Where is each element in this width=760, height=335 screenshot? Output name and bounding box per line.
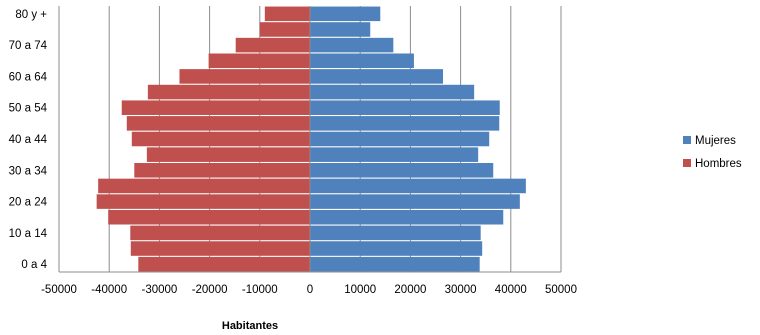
y-tick-label: 0 a 4 — [21, 259, 47, 271]
x-axis-title: Habitantes — [222, 320, 278, 332]
bar-hombres-15 — [259, 22, 310, 37]
legend-swatch-hombres — [683, 159, 691, 167]
bar-hombres-6 — [134, 163, 310, 178]
legend: Mujeres Hombres — [683, 135, 742, 170]
y-tick-label: 80 y + — [15, 9, 47, 21]
bar-mujeres-3 — [310, 209, 504, 225]
bar-mujeres-8 — [310, 131, 490, 147]
bar-hombres-12 — [179, 69, 310, 84]
bar-hombres-10 — [121, 100, 310, 115]
bar-hombres-11 — [147, 84, 310, 100]
bar-mujeres-15 — [310, 22, 371, 37]
legend-label-hombres: Hombres — [695, 158, 742, 170]
legend-swatch-mujeres — [683, 136, 691, 144]
x-tick-label: -40000 — [91, 284, 127, 296]
bar-hombres-0 — [138, 256, 310, 272]
bar-hombres-1 — [130, 241, 310, 256]
bar-mujeres-16 — [310, 6, 381, 22]
bar-mujeres-11 — [310, 84, 475, 100]
bar-mujeres-10 — [310, 100, 500, 115]
x-tick-label: -30000 — [141, 284, 177, 296]
x-tick-label: 20000 — [394, 284, 426, 296]
x-axis-labels: -50000 -40000 -30000 -20000 -10000 0 10000 2000… — [41, 284, 577, 296]
y-tick-label: 30 a 34 — [9, 165, 48, 177]
bar-mujeres-0 — [310, 256, 480, 272]
bar-mujeres-12 — [310, 69, 444, 84]
bar-hombres-8 — [131, 131, 310, 147]
y-tick-label: 60 a 64 — [9, 71, 48, 83]
bar-hombres-5 — [98, 178, 310, 194]
bar-mujeres-2 — [310, 225, 481, 241]
bar-hombres-9 — [126, 116, 311, 131]
x-tick-label: 10000 — [344, 284, 376, 296]
y-tick-label: 10 a 14 — [9, 228, 48, 240]
bar-hombres-14 — [235, 37, 310, 53]
x-tick-label: 40000 — [495, 284, 527, 296]
bar-hombres-7 — [146, 147, 310, 162]
y-tick-label: 70 a 74 — [9, 40, 48, 52]
bars — [96, 6, 526, 272]
bar-mujeres-4 — [310, 194, 520, 209]
bar-hombres-13 — [208, 53, 310, 69]
legend-label-mujeres: Mujeres — [695, 135, 736, 147]
bar-mujeres-9 — [310, 116, 500, 131]
bar-mujeres-7 — [310, 147, 479, 162]
bar-mujeres-14 — [310, 37, 394, 53]
bar-hombres-16 — [264, 6, 310, 22]
bar-hombres-4 — [96, 194, 311, 209]
bar-mujeres-6 — [310, 163, 494, 178]
x-tick-label: 30000 — [445, 284, 477, 296]
bar-mujeres-13 — [310, 53, 414, 69]
y-tick-label: 40 a 44 — [9, 134, 48, 146]
x-tick-label: -20000 — [192, 284, 228, 296]
y-tick-label: 20 a 24 — [9, 197, 48, 209]
bar-mujeres-5 — [310, 178, 526, 194]
x-tick-label: -10000 — [242, 284, 278, 296]
x-tick-label: -50000 — [41, 284, 77, 296]
bar-hombres-2 — [130, 225, 310, 241]
x-tick-label: 0 — [307, 284, 313, 296]
x-tick-label: 50000 — [545, 284, 577, 296]
bar-mujeres-1 — [310, 241, 483, 256]
y-axis-labels: 0 a 4 10 a 14 20 a 24 30 a 34 40 a 44 50 a 54… — [9, 9, 48, 271]
y-tick-label: 50 a 54 — [9, 103, 48, 115]
bar-hombres-3 — [108, 209, 310, 225]
